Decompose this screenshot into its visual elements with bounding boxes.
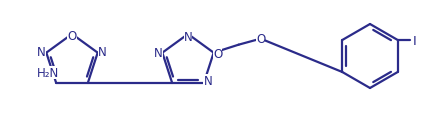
Text: I: I [413, 34, 417, 47]
Text: O: O [213, 48, 222, 61]
Text: N: N [154, 47, 163, 60]
Text: H₂N: H₂N [37, 67, 59, 80]
Text: O: O [67, 29, 77, 42]
Text: N: N [203, 75, 212, 88]
Text: N: N [37, 46, 46, 59]
Text: N: N [184, 30, 192, 43]
Text: O: O [256, 33, 265, 46]
Text: N: N [98, 46, 107, 59]
